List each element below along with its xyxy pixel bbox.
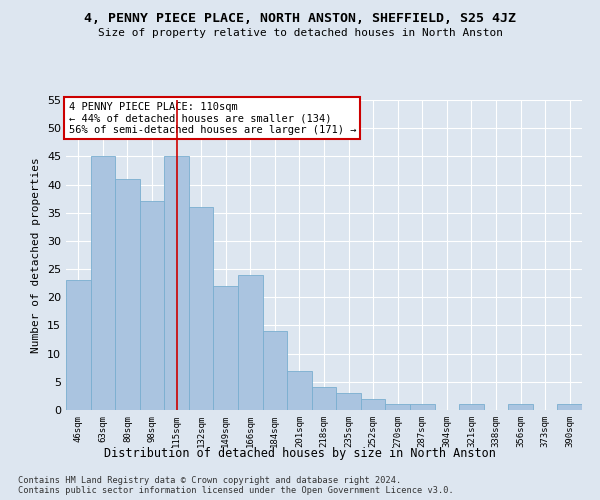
- Bar: [557, 404, 582, 410]
- Bar: [214, 286, 238, 410]
- Bar: [385, 404, 410, 410]
- Bar: [189, 207, 214, 410]
- Bar: [361, 398, 385, 410]
- Text: Size of property relative to detached houses in North Anston: Size of property relative to detached ho…: [97, 28, 503, 38]
- Text: 4 PENNY PIECE PLACE: 110sqm
← 44% of detached houses are smaller (134)
56% of se: 4 PENNY PIECE PLACE: 110sqm ← 44% of det…: [68, 102, 356, 134]
- Text: Distribution of detached houses by size in North Anston: Distribution of detached houses by size …: [104, 448, 496, 460]
- Bar: [66, 280, 91, 410]
- Bar: [238, 274, 263, 410]
- Bar: [508, 404, 533, 410]
- Bar: [336, 393, 361, 410]
- Bar: [312, 388, 336, 410]
- Bar: [140, 202, 164, 410]
- Bar: [91, 156, 115, 410]
- Bar: [164, 156, 189, 410]
- Bar: [263, 331, 287, 410]
- Bar: [410, 404, 434, 410]
- Text: 4, PENNY PIECE PLACE, NORTH ANSTON, SHEFFIELD, S25 4JZ: 4, PENNY PIECE PLACE, NORTH ANSTON, SHEF…: [84, 12, 516, 26]
- Bar: [459, 404, 484, 410]
- Bar: [115, 179, 140, 410]
- Bar: [287, 370, 312, 410]
- Text: Contains HM Land Registry data © Crown copyright and database right 2024.
Contai: Contains HM Land Registry data © Crown c…: [18, 476, 454, 495]
- Y-axis label: Number of detached properties: Number of detached properties: [31, 157, 41, 353]
